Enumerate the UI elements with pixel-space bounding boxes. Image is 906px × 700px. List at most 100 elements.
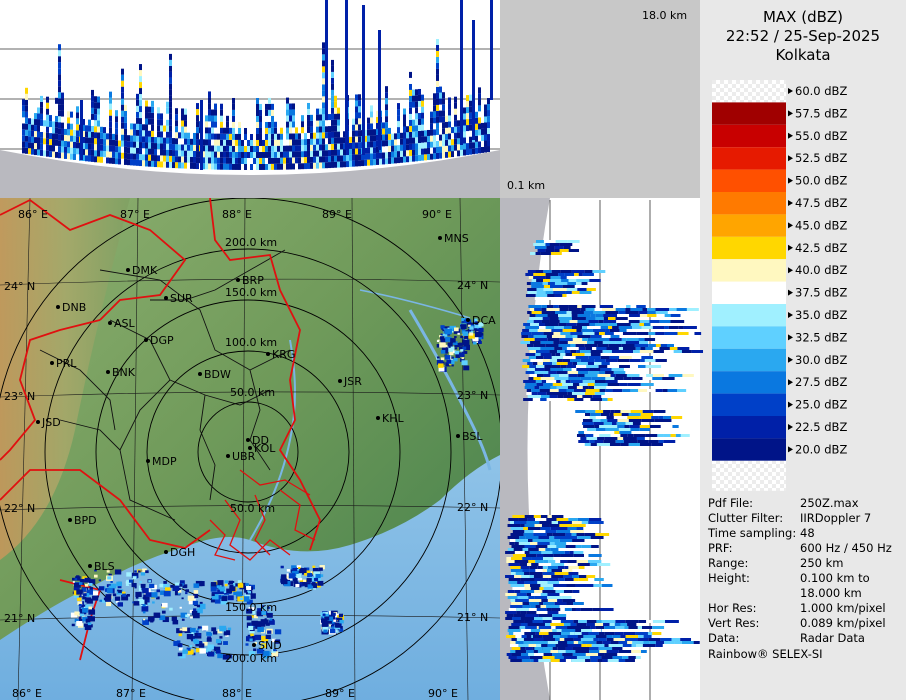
lon-label: 86° E [12, 687, 42, 700]
city-label: ASL [114, 317, 136, 330]
city-marker [438, 236, 442, 240]
city-label: JSR [343, 375, 362, 388]
legend-swatch [712, 192, 786, 215]
meta-row: Hor Res: 1.000 km/pixel [708, 601, 886, 615]
legend-label: 25.0 dBZ [795, 398, 847, 412]
city-marker [164, 550, 168, 554]
lat-label: 23° N [457, 389, 488, 402]
legend-swatch [712, 259, 786, 282]
legend-label: 57.5 dBZ [795, 106, 847, 120]
city-marker [50, 361, 54, 365]
city-label: DGP [150, 334, 174, 347]
city-marker [252, 643, 256, 647]
city-label: KHL [382, 412, 404, 425]
city-marker [88, 564, 92, 568]
radar-map: MNS DMK BRP SUR DNB ASL DGP DCA PRL BNK KRG BDW JSR J… [0, 198, 500, 700]
city-label: SND [258, 639, 282, 652]
legend-swatch [712, 214, 786, 237]
legend-swatch [712, 281, 786, 304]
meta-row: Range: 250 km [708, 556, 844, 570]
lat-label: 22° N [457, 501, 488, 514]
legend-label: 30.0 dBZ [795, 353, 847, 367]
legend-label: 35.0 dBZ [795, 308, 847, 322]
lon-label: 87° E [120, 208, 150, 221]
city-label: PRL [56, 357, 77, 370]
legend-label: 47.5 dBZ [795, 196, 847, 210]
meta-row: Clutter Filter: IIRDoppler 7 [708, 511, 872, 525]
city-marker [56, 305, 60, 309]
range-label: 150.0 km [225, 601, 277, 614]
legend-label: 37.5 dBZ [795, 286, 847, 300]
city-marker [266, 352, 270, 356]
city-marker [466, 318, 470, 322]
city-marker [126, 268, 130, 272]
range-label: 50.0 km [230, 386, 275, 399]
legend-swatch [712, 169, 786, 192]
lon-label: 88° E [222, 687, 252, 700]
legend-label: 60.0 dBZ [795, 84, 847, 98]
city-label: JSD [41, 416, 61, 429]
legend-swatch [712, 393, 786, 416]
legend-label: 55.0 dBZ [795, 129, 847, 143]
legend-swatch [712, 438, 786, 461]
legend-label: 27.5 dBZ [795, 375, 847, 389]
city-marker [108, 321, 112, 325]
lon-label: 90° E [422, 208, 452, 221]
meta-row: Time sampling: 48 [708, 526, 815, 540]
scan-datetime: 22:52 / 25-Sep-2025 [725, 27, 881, 45]
legend-swatch [712, 326, 786, 349]
lon-label: 89° E [322, 208, 352, 221]
city-marker [144, 338, 148, 342]
legend-swatch [712, 304, 786, 327]
city-marker [36, 420, 40, 424]
lat-label: 23° N [4, 390, 35, 403]
city-label: BRP [242, 274, 264, 287]
city-label: BPD [74, 514, 97, 527]
meta-row: Data: Radar Data [708, 631, 865, 645]
legend-label: 50.0 dBZ [795, 174, 847, 188]
lat-label: 22° N [4, 502, 35, 515]
meta-row: Vert Res: 0.089 km/pixel [708, 616, 886, 630]
color-legend [712, 80, 786, 491]
city-label: MDP [152, 455, 177, 468]
legend-swatch [712, 80, 786, 103]
city-label: BLS [94, 560, 115, 573]
top-height-profile [0, 0, 500, 198]
city-marker [338, 379, 342, 383]
city-marker [246, 438, 250, 442]
meta-row: 18.000 km [800, 586, 862, 600]
legend-swatch [712, 236, 786, 260]
meta-row: Height: 0.100 km to [708, 571, 870, 585]
city-label: MNS [444, 232, 469, 245]
city-label: BSL [462, 430, 483, 443]
city-label: DGH [170, 546, 195, 559]
legend-label: 40.0 dBZ [795, 263, 847, 277]
legend-label: 45.0 dBZ [795, 218, 847, 232]
product-title: MAX (dBZ) [762, 8, 844, 26]
lon-label: 89° E [325, 687, 355, 700]
city-marker [236, 278, 240, 282]
range-label: 100.0 km [225, 336, 277, 349]
range-label: 150.0 km [225, 286, 277, 299]
city-label: KOL [254, 442, 276, 455]
range-label: 200.0 km [225, 652, 277, 665]
legend-swatch [712, 124, 786, 148]
city-marker [226, 454, 230, 458]
altitude-top-label: 18.0 km [642, 9, 688, 22]
legend-label: 32.5 dBZ [795, 330, 847, 344]
lat-label: 24° N [4, 280, 35, 293]
legend-swatch [712, 102, 786, 125]
city-label: DD [252, 434, 269, 447]
legend-label: 22.5 dBZ [795, 420, 847, 434]
software-credit: Rainbow® SELEX-SI [708, 647, 823, 661]
city-marker [376, 416, 380, 420]
radar-location: Kolkata [775, 46, 831, 64]
city-marker [68, 518, 72, 522]
lon-label: 87° E [116, 687, 146, 700]
lon-label: 86° E [18, 208, 48, 221]
lat-label: 21° N [4, 612, 35, 625]
range-label: 200.0 km [225, 236, 277, 249]
city-label: DNB [62, 301, 86, 314]
city-label: DCA [472, 314, 496, 327]
